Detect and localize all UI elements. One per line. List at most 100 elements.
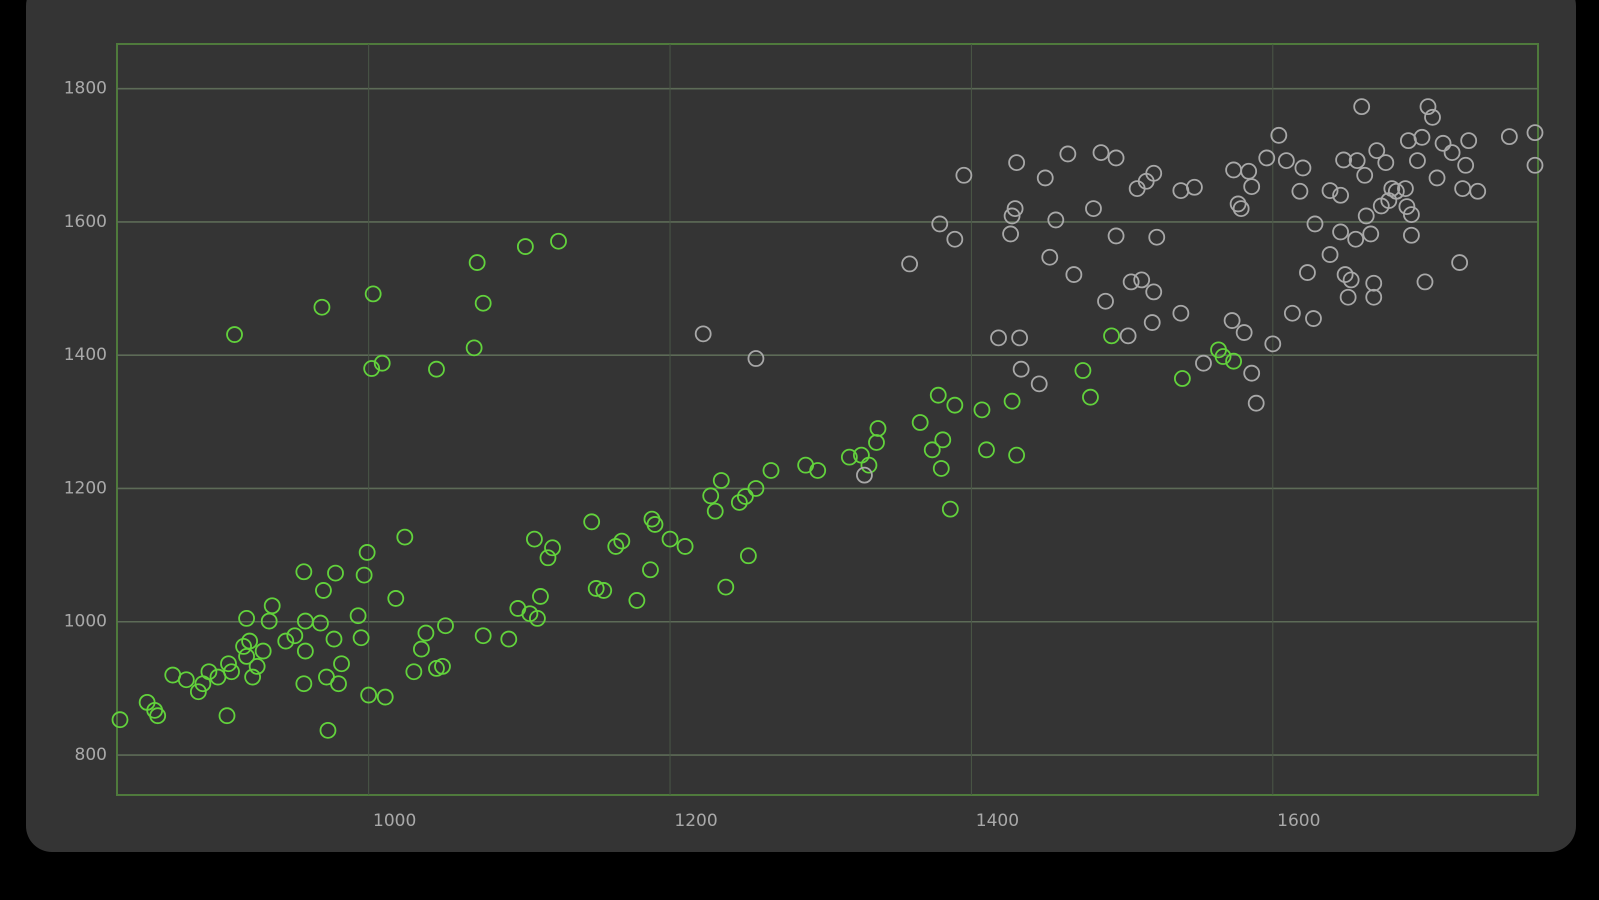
- y-tick-label: 1600: [64, 212, 107, 232]
- point: [1299, 264, 1316, 281]
- point: [1036, 169, 1054, 187]
- point: [990, 329, 1007, 347]
- point: [932, 460, 950, 477]
- point: [373, 354, 391, 372]
- point: [931, 215, 949, 233]
- point: [1003, 392, 1021, 410]
- point: [1277, 152, 1295, 170]
- point: [628, 592, 646, 609]
- point: [694, 325, 712, 343]
- point: [978, 441, 995, 459]
- point: [1235, 324, 1253, 341]
- point: [642, 561, 659, 579]
- point: [1336, 266, 1354, 283]
- point: [319, 721, 337, 739]
- panel: [26, 0, 1576, 852]
- point: [1082, 388, 1099, 406]
- point: [1041, 248, 1059, 266]
- point: [1362, 225, 1380, 243]
- point: [1270, 126, 1288, 144]
- point: [1145, 164, 1163, 182]
- point: [1335, 151, 1353, 169]
- point: [437, 617, 454, 635]
- point: [955, 166, 973, 184]
- point: [646, 516, 664, 533]
- point: [730, 494, 748, 511]
- point: [500, 630, 518, 648]
- point: [111, 711, 129, 729]
- point: [1321, 182, 1339, 200]
- point: [544, 539, 561, 557]
- point: [1002, 225, 1019, 243]
- x-tick-label: 1200: [674, 811, 717, 831]
- point: [1097, 292, 1114, 310]
- point: [1103, 327, 1120, 345]
- point: [468, 254, 486, 271]
- y-tick-label: 800: [75, 745, 107, 765]
- point: [1172, 304, 1190, 322]
- point: [739, 547, 757, 565]
- point: [1443, 144, 1461, 162]
- point: [220, 655, 237, 673]
- point: [946, 230, 964, 248]
- point: [712, 472, 730, 489]
- point: [809, 462, 827, 479]
- point: [364, 285, 382, 303]
- point: [296, 642, 314, 660]
- point: [901, 255, 919, 273]
- point: [532, 588, 549, 605]
- x-tick-label: 1000: [373, 811, 416, 831]
- point: [1047, 211, 1065, 229]
- point: [1223, 312, 1241, 329]
- point: [295, 563, 313, 581]
- point: [235, 637, 252, 655]
- point: [327, 564, 344, 582]
- point: [1396, 180, 1414, 198]
- point: [295, 675, 313, 693]
- point: [1428, 169, 1446, 187]
- point: [1332, 186, 1349, 204]
- point: [529, 610, 546, 627]
- point: [248, 657, 266, 675]
- point: [941, 500, 959, 518]
- point: [929, 386, 947, 404]
- point: [330, 675, 347, 693]
- point: [1306, 215, 1324, 233]
- point: [1173, 370, 1191, 387]
- point: [1243, 364, 1261, 382]
- point: [1008, 446, 1026, 464]
- point: [254, 642, 272, 660]
- point: [241, 632, 259, 650]
- point: [1145, 283, 1163, 301]
- point: [360, 686, 378, 704]
- point: [363, 360, 381, 377]
- point: [352, 629, 370, 647]
- point: [550, 232, 567, 250]
- point: [595, 582, 613, 599]
- point: [1012, 360, 1030, 378]
- point: [1283, 304, 1301, 322]
- point: [1291, 182, 1309, 200]
- point: [312, 614, 329, 632]
- point: [1526, 124, 1544, 142]
- point: [717, 578, 735, 596]
- point: [1500, 128, 1518, 146]
- point: [613, 532, 631, 550]
- point: [244, 668, 262, 686]
- point: [526, 530, 543, 548]
- point: [1339, 288, 1357, 306]
- point: [1030, 375, 1048, 393]
- point: [706, 502, 724, 520]
- point: [1419, 98, 1437, 116]
- point: [1526, 156, 1544, 174]
- point: [218, 707, 236, 725]
- point: [1243, 178, 1261, 196]
- point: [428, 360, 445, 378]
- point: [355, 566, 373, 584]
- point: [1232, 200, 1250, 217]
- point: [189, 683, 207, 701]
- point: [934, 431, 952, 449]
- point: [1229, 195, 1247, 213]
- point: [313, 298, 331, 316]
- point: [349, 607, 367, 625]
